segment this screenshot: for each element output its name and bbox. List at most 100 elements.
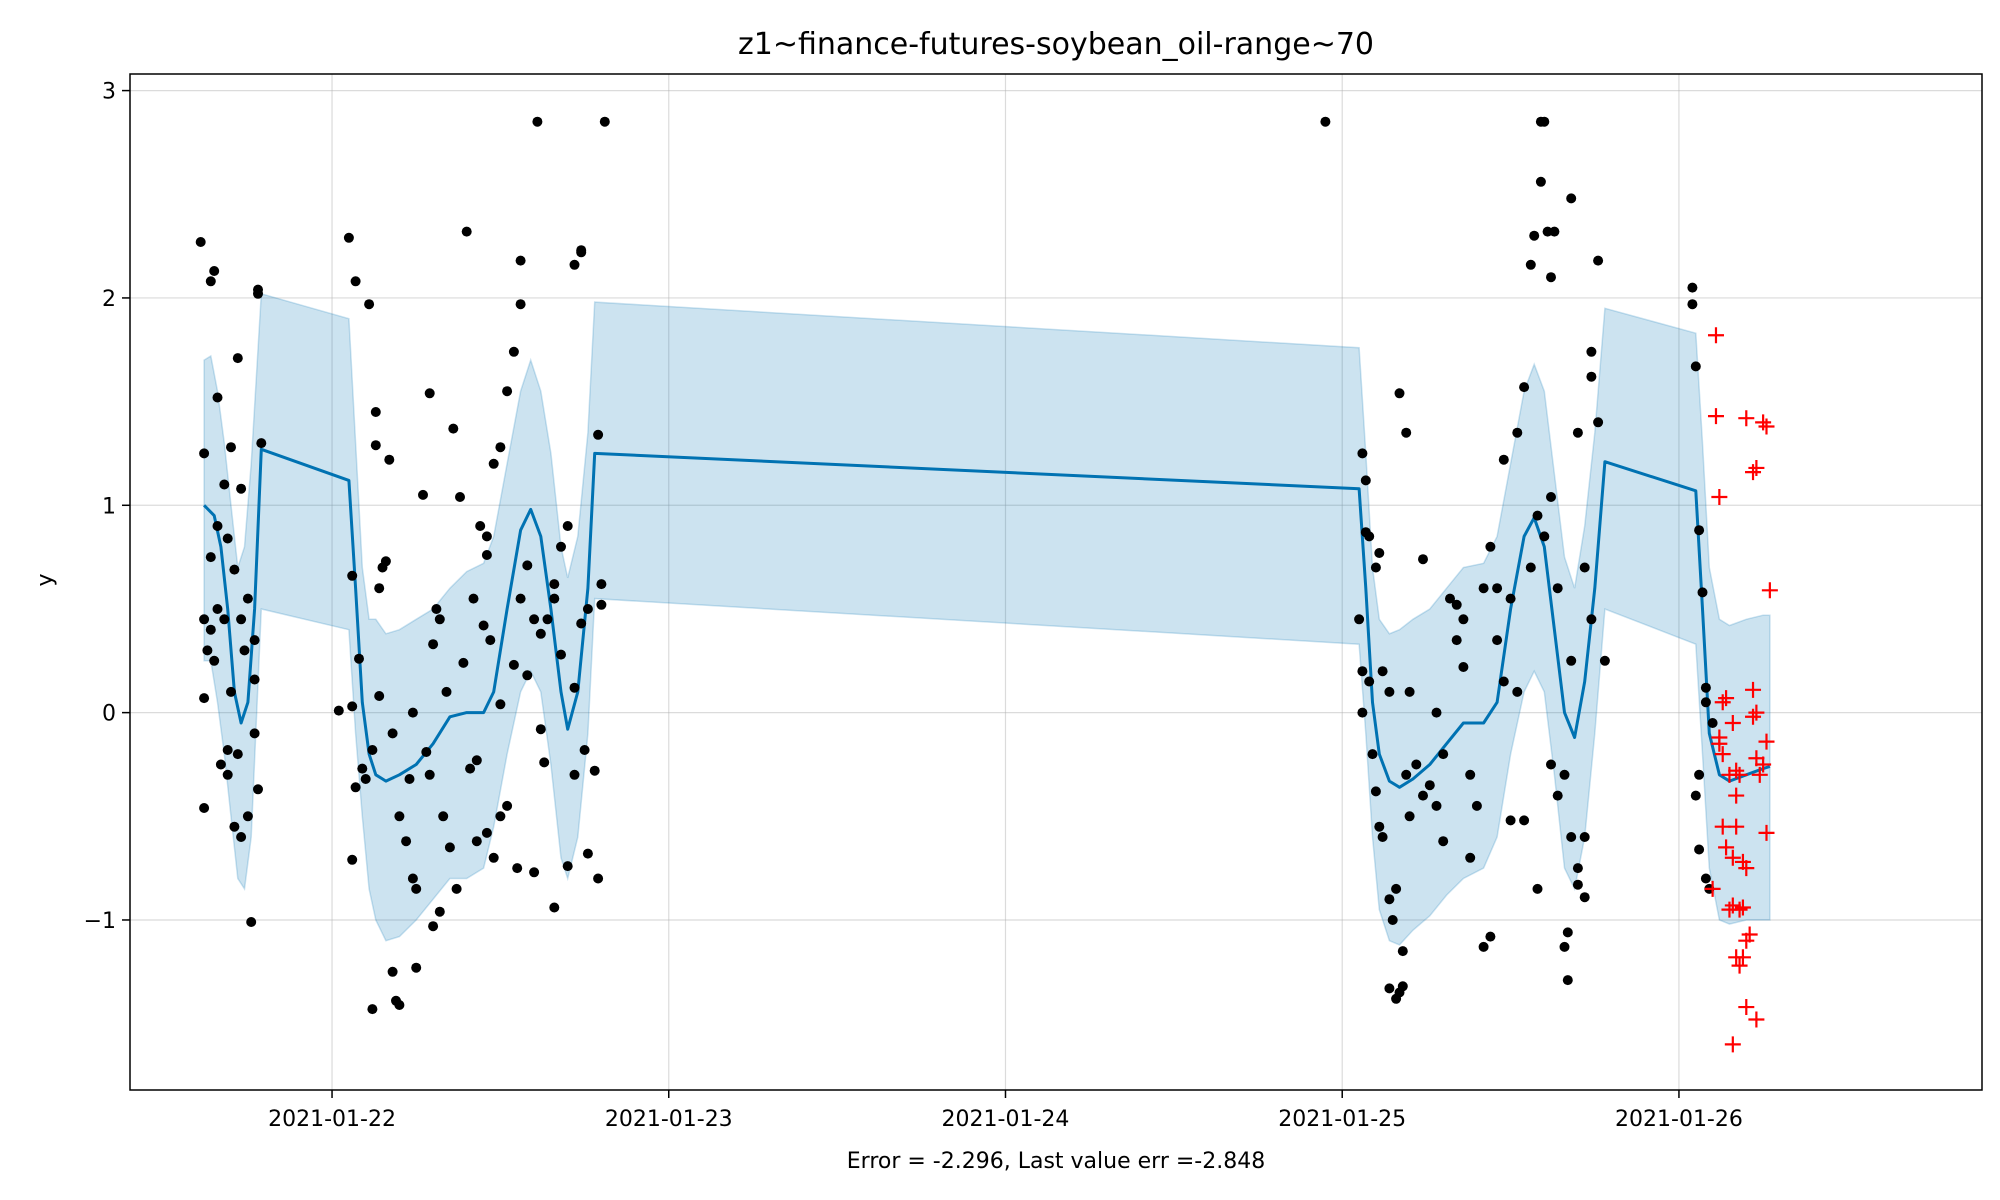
observed-point: [209, 655, 220, 666]
observed-point: [1384, 983, 1395, 994]
future-points-layer: [1704, 327, 1778, 1053]
future-point: [1748, 1011, 1765, 1028]
observed-point: [387, 966, 398, 977]
observed-point: [471, 755, 482, 766]
observed-point: [1431, 800, 1442, 811]
observed-point: [256, 438, 267, 449]
future-point: [1751, 766, 1768, 783]
observed-point: [1593, 255, 1604, 266]
observed-point: [1485, 931, 1496, 942]
observed-point: [1559, 769, 1570, 780]
y-tick-label: −1: [84, 909, 116, 934]
observed-point: [434, 614, 445, 625]
observed-point: [1354, 614, 1365, 625]
observed-point: [1471, 800, 1482, 811]
future-point: [1714, 746, 1731, 763]
future-point: [1724, 1036, 1741, 1053]
future-point: [1738, 860, 1755, 877]
observed-point: [226, 686, 236, 697]
observed-point: [502, 386, 513, 397]
future-point: [1734, 899, 1751, 916]
observed-point: [535, 628, 546, 639]
observed-point: [576, 247, 587, 258]
observed-point: [350, 782, 361, 793]
x-tick-label: 2021-01-26: [1615, 1107, 1743, 1132]
observed-point: [370, 440, 381, 451]
observed-point: [1505, 815, 1516, 826]
observed-point: [407, 707, 418, 718]
observed-point: [1498, 676, 1509, 687]
observed-point: [495, 442, 506, 453]
future-point: [1711, 488, 1728, 505]
observed-point: [219, 479, 230, 490]
observed-point: [1700, 682, 1711, 693]
observed-point: [1707, 718, 1718, 728]
observed-point: [360, 774, 371, 784]
observed-point: [471, 836, 482, 847]
observed-point: [222, 533, 233, 544]
observed-point: [1579, 562, 1590, 573]
observed-point: [589, 765, 600, 776]
observed-point: [1593, 417, 1604, 428]
observed-point: [1451, 635, 1462, 646]
observed-point: [1397, 946, 1408, 957]
observed-point: [1512, 686, 1523, 697]
observed-point: [1418, 554, 1428, 565]
observed-point: [1532, 510, 1543, 521]
observed-point: [488, 852, 499, 863]
future-point: [1741, 926, 1758, 943]
observed-point: [236, 483, 247, 494]
y-axis-label: y: [33, 573, 58, 586]
observed-point: [1535, 176, 1546, 187]
observed-point: [1451, 599, 1462, 610]
observed-point: [1525, 562, 1536, 573]
observed-point: [475, 521, 486, 531]
observed-point: [1401, 427, 1412, 438]
future-point: [1731, 957, 1748, 974]
observed-point: [199, 693, 210, 704]
y-tick-label: 2: [102, 287, 116, 312]
observed-points-layer: [195, 116, 1718, 1015]
observed-point: [1586, 346, 1597, 357]
observed-point: [212, 392, 223, 403]
observed-point: [229, 821, 240, 832]
observed-point: [229, 564, 240, 575]
observed-point: [1391, 883, 1402, 894]
future-point: [1707, 327, 1724, 344]
observed-point: [481, 550, 492, 560]
observed-point: [549, 593, 560, 604]
observed-point: [1694, 844, 1705, 855]
observed-point: [1377, 666, 1388, 677]
observed-point: [333, 705, 344, 716]
observed-point: [461, 226, 472, 237]
observed-point: [205, 552, 216, 563]
observed-point: [1357, 448, 1368, 459]
observed-point: [1532, 883, 1543, 894]
observed-point: [246, 917, 257, 927]
observed-point: [411, 962, 422, 973]
future-point: [1731, 901, 1748, 918]
y-tick-label: 3: [102, 80, 116, 105]
observed-point: [1700, 873, 1711, 884]
observed-point: [1687, 282, 1698, 293]
observed-point: [593, 873, 604, 884]
observed-point: [1404, 811, 1415, 822]
future-point: [1755, 756, 1772, 773]
observed-point: [522, 670, 533, 681]
observed-point: [1700, 697, 1711, 708]
future-point: [1758, 824, 1775, 841]
observed-point: [562, 521, 573, 531]
forecast-line: [203, 447, 1771, 789]
observed-point: [249, 728, 260, 739]
observed-point: [1384, 686, 1395, 697]
observed-point: [249, 674, 260, 685]
observed-point: [1465, 852, 1476, 863]
future-point: [1711, 729, 1728, 746]
observed-point: [582, 604, 593, 614]
observed-point: [1418, 790, 1428, 801]
observed-point: [1478, 941, 1489, 952]
observed-point: [428, 639, 439, 650]
observed-point: [219, 614, 230, 625]
x-axis-label: Error = -2.296, Last value err =-2.848: [847, 1149, 1265, 1174]
observed-point: [1445, 593, 1455, 604]
